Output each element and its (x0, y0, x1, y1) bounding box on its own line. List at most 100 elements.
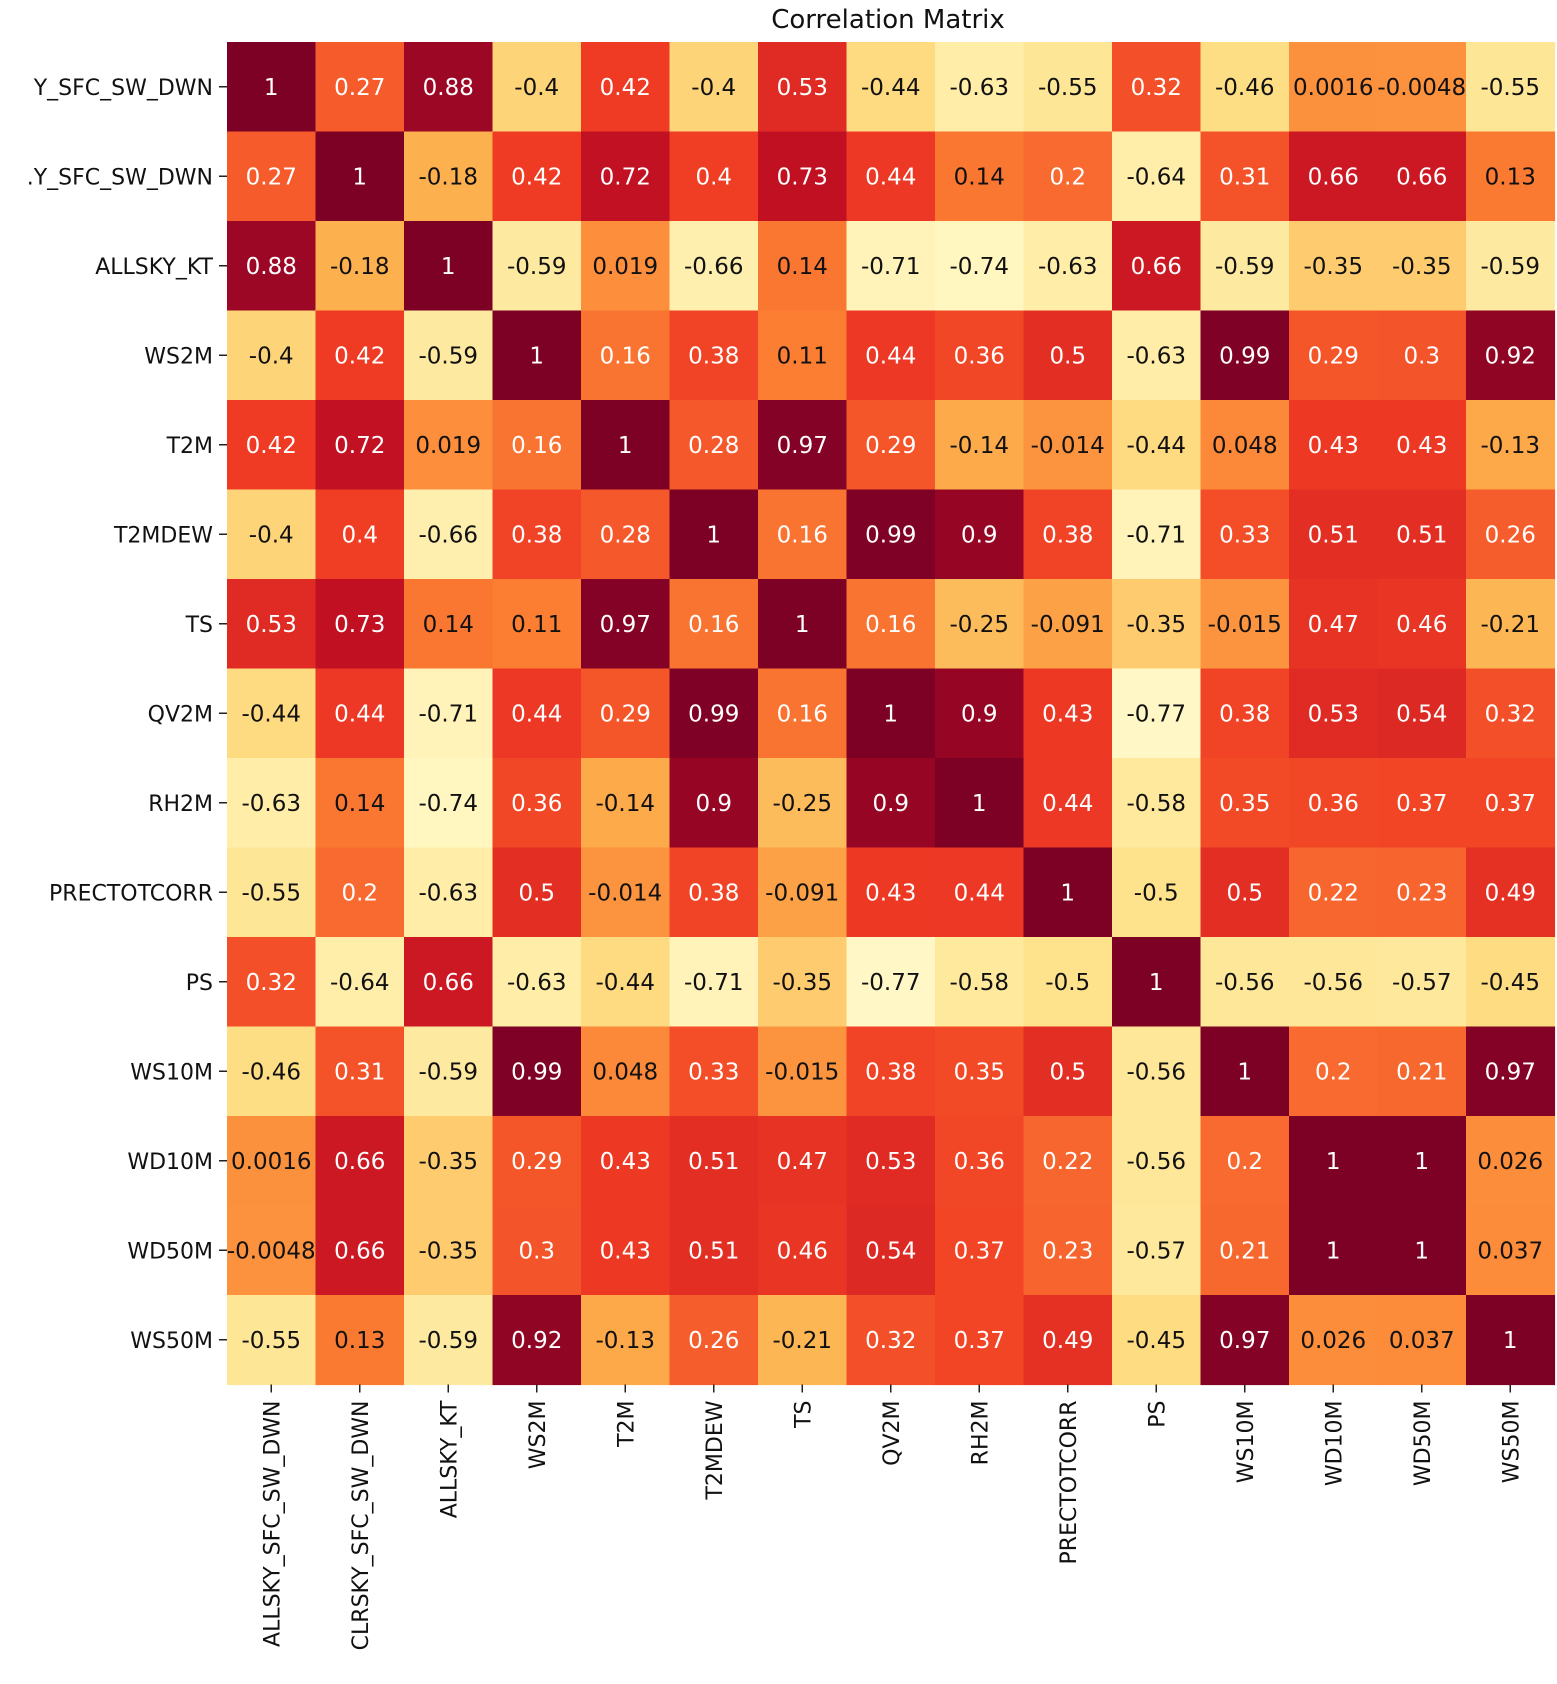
heatmap-cell (669, 400, 759, 491)
heatmap-cell (1377, 221, 1467, 312)
heatmap-cell (581, 221, 671, 312)
heatmap-cell (669, 1116, 759, 1207)
heatmap-cell (1112, 847, 1202, 938)
heatmap-cell (492, 847, 582, 938)
heatmap-cell (227, 1205, 317, 1296)
heatmap-cell (315, 847, 405, 938)
cell-value-label: 0.31 (1219, 164, 1270, 190)
cell-value-label: -0.45 (1126, 1328, 1186, 1354)
heatmap-cell (758, 131, 848, 222)
heatmap-cell (935, 1295, 1025, 1386)
cell-value-label: 0.44 (954, 880, 1005, 906)
cell-value-label: 1 (1326, 1149, 1341, 1175)
cell-value-label: 0.43 (1396, 433, 1447, 459)
cell-value-label: 0.27 (334, 75, 385, 101)
cell-value-label: 0.32 (1131, 75, 1182, 101)
cell-value-label: 0.16 (688, 612, 739, 638)
heatmap-cell (227, 400, 317, 491)
heatmap-cell (669, 42, 759, 133)
cell-value-label: 0.29 (1308, 343, 1359, 369)
heatmap-cell (1023, 758, 1113, 849)
cell-value-label: 0.99 (865, 522, 916, 548)
heatmap-cell (846, 758, 936, 849)
heatmap-cell (227, 579, 317, 670)
heatmap-cell (1289, 1116, 1379, 1207)
heatmap-cell (492, 668, 582, 759)
cell-value-label: 0.66 (1131, 254, 1182, 280)
heatmap-cell (1289, 1026, 1379, 1117)
cell-value-label: 0.9 (872, 791, 909, 817)
heatmap-cell (758, 1116, 848, 1207)
cell-value-label: 0.22 (1308, 880, 1359, 906)
heatmap-cell (1377, 937, 1467, 1028)
heatmap-cell (315, 400, 405, 491)
cell-value-label: -0.55 (1038, 75, 1098, 101)
heatmap-cell (1200, 668, 1290, 759)
heatmap-cell (846, 400, 936, 491)
heatmap-cell (1466, 42, 1556, 133)
heatmap-cell (1112, 131, 1202, 222)
heatmap-cell (1466, 1026, 1556, 1117)
heatmap-cell (1377, 131, 1467, 222)
heatmap-cell (846, 847, 936, 938)
heatmap-cell (669, 668, 759, 759)
x-tick-label: CLRSKY_SFC_SW_DWN (349, 1401, 374, 1651)
cell-value-label: 0.43 (865, 880, 916, 906)
heatmap-cell (404, 579, 494, 670)
heatmap-cell (1289, 42, 1379, 133)
heatmap-cell (935, 131, 1025, 222)
cell-value-label: -0.5 (1045, 970, 1090, 996)
heatmap-cell (1200, 758, 1290, 849)
cell-value-label: 0.51 (1396, 522, 1447, 548)
cell-value-label: 1 (1149, 970, 1164, 996)
cell-value-label: 0.21 (1219, 1238, 1270, 1264)
cell-value-label: 0.29 (511, 1149, 562, 1175)
cell-value-label: 0.53 (777, 75, 828, 101)
cell-value-label: -0.63 (418, 880, 478, 906)
cell-value-label: 0.42 (334, 343, 385, 369)
cell-value-label: 0.92 (1485, 343, 1536, 369)
cell-value-label: 1 (441, 254, 456, 280)
heatmap-cell (758, 668, 848, 759)
cell-value-label: -0.59 (418, 343, 478, 369)
heatmap-cell (227, 310, 317, 401)
cell-value-label: 0.44 (511, 701, 562, 727)
cell-value-label: -0.58 (1126, 791, 1186, 817)
cell-value-label: -0.55 (241, 880, 301, 906)
heatmap-cell (846, 489, 936, 580)
cell-value-label: 0.33 (1219, 522, 1270, 548)
heatmap-cell (935, 400, 1025, 491)
heatmap-cell (315, 758, 405, 849)
heatmap-cell (1289, 937, 1379, 1028)
cell-value-label: 0.16 (600, 343, 651, 369)
cell-value-label: 0.44 (865, 343, 916, 369)
cell-value-label: 0.72 (334, 433, 385, 459)
cell-value-label: 0.5 (1226, 880, 1263, 906)
x-tick-label: TS (791, 1401, 816, 1429)
cell-value-label: 0.27 (246, 164, 297, 190)
x-tick-label: T2M (614, 1401, 639, 1448)
cell-value-label: 0.14 (423, 612, 474, 638)
cell-value-label: -0.0048 (227, 1238, 316, 1264)
cell-value-label: 0.88 (423, 75, 474, 101)
cell-value-label: -0.44 (595, 970, 655, 996)
heatmap-cell (935, 1116, 1025, 1207)
heatmap-cell (1023, 1026, 1113, 1117)
heatmap-cell (1466, 758, 1556, 849)
x-tick-label: WS2M (526, 1401, 551, 1470)
cell-value-label: -0.18 (418, 164, 478, 190)
y-axis-labels: Y_SFC_SW_DWN .Y_SFC_SW_DWN ALLSKY_KT WS2M T2… (27, 76, 227, 1354)
heatmap-cell (846, 1295, 936, 1386)
heatmap-cell (846, 42, 936, 133)
heatmap-cell (846, 1026, 936, 1117)
heatmap-cell (1377, 668, 1467, 759)
heatmap-cell (1466, 847, 1556, 938)
cell-value-label: 1 (1237, 1059, 1252, 1085)
heatmap-cell (1466, 400, 1556, 491)
heatmap-cell (581, 489, 671, 580)
cell-value-label: -0.74 (949, 254, 1009, 280)
heatmap-cell (1023, 42, 1113, 133)
heatmap-cell (404, 131, 494, 222)
heatmap-cell (492, 131, 582, 222)
cell-value-label: 0.037 (1389, 1328, 1455, 1354)
